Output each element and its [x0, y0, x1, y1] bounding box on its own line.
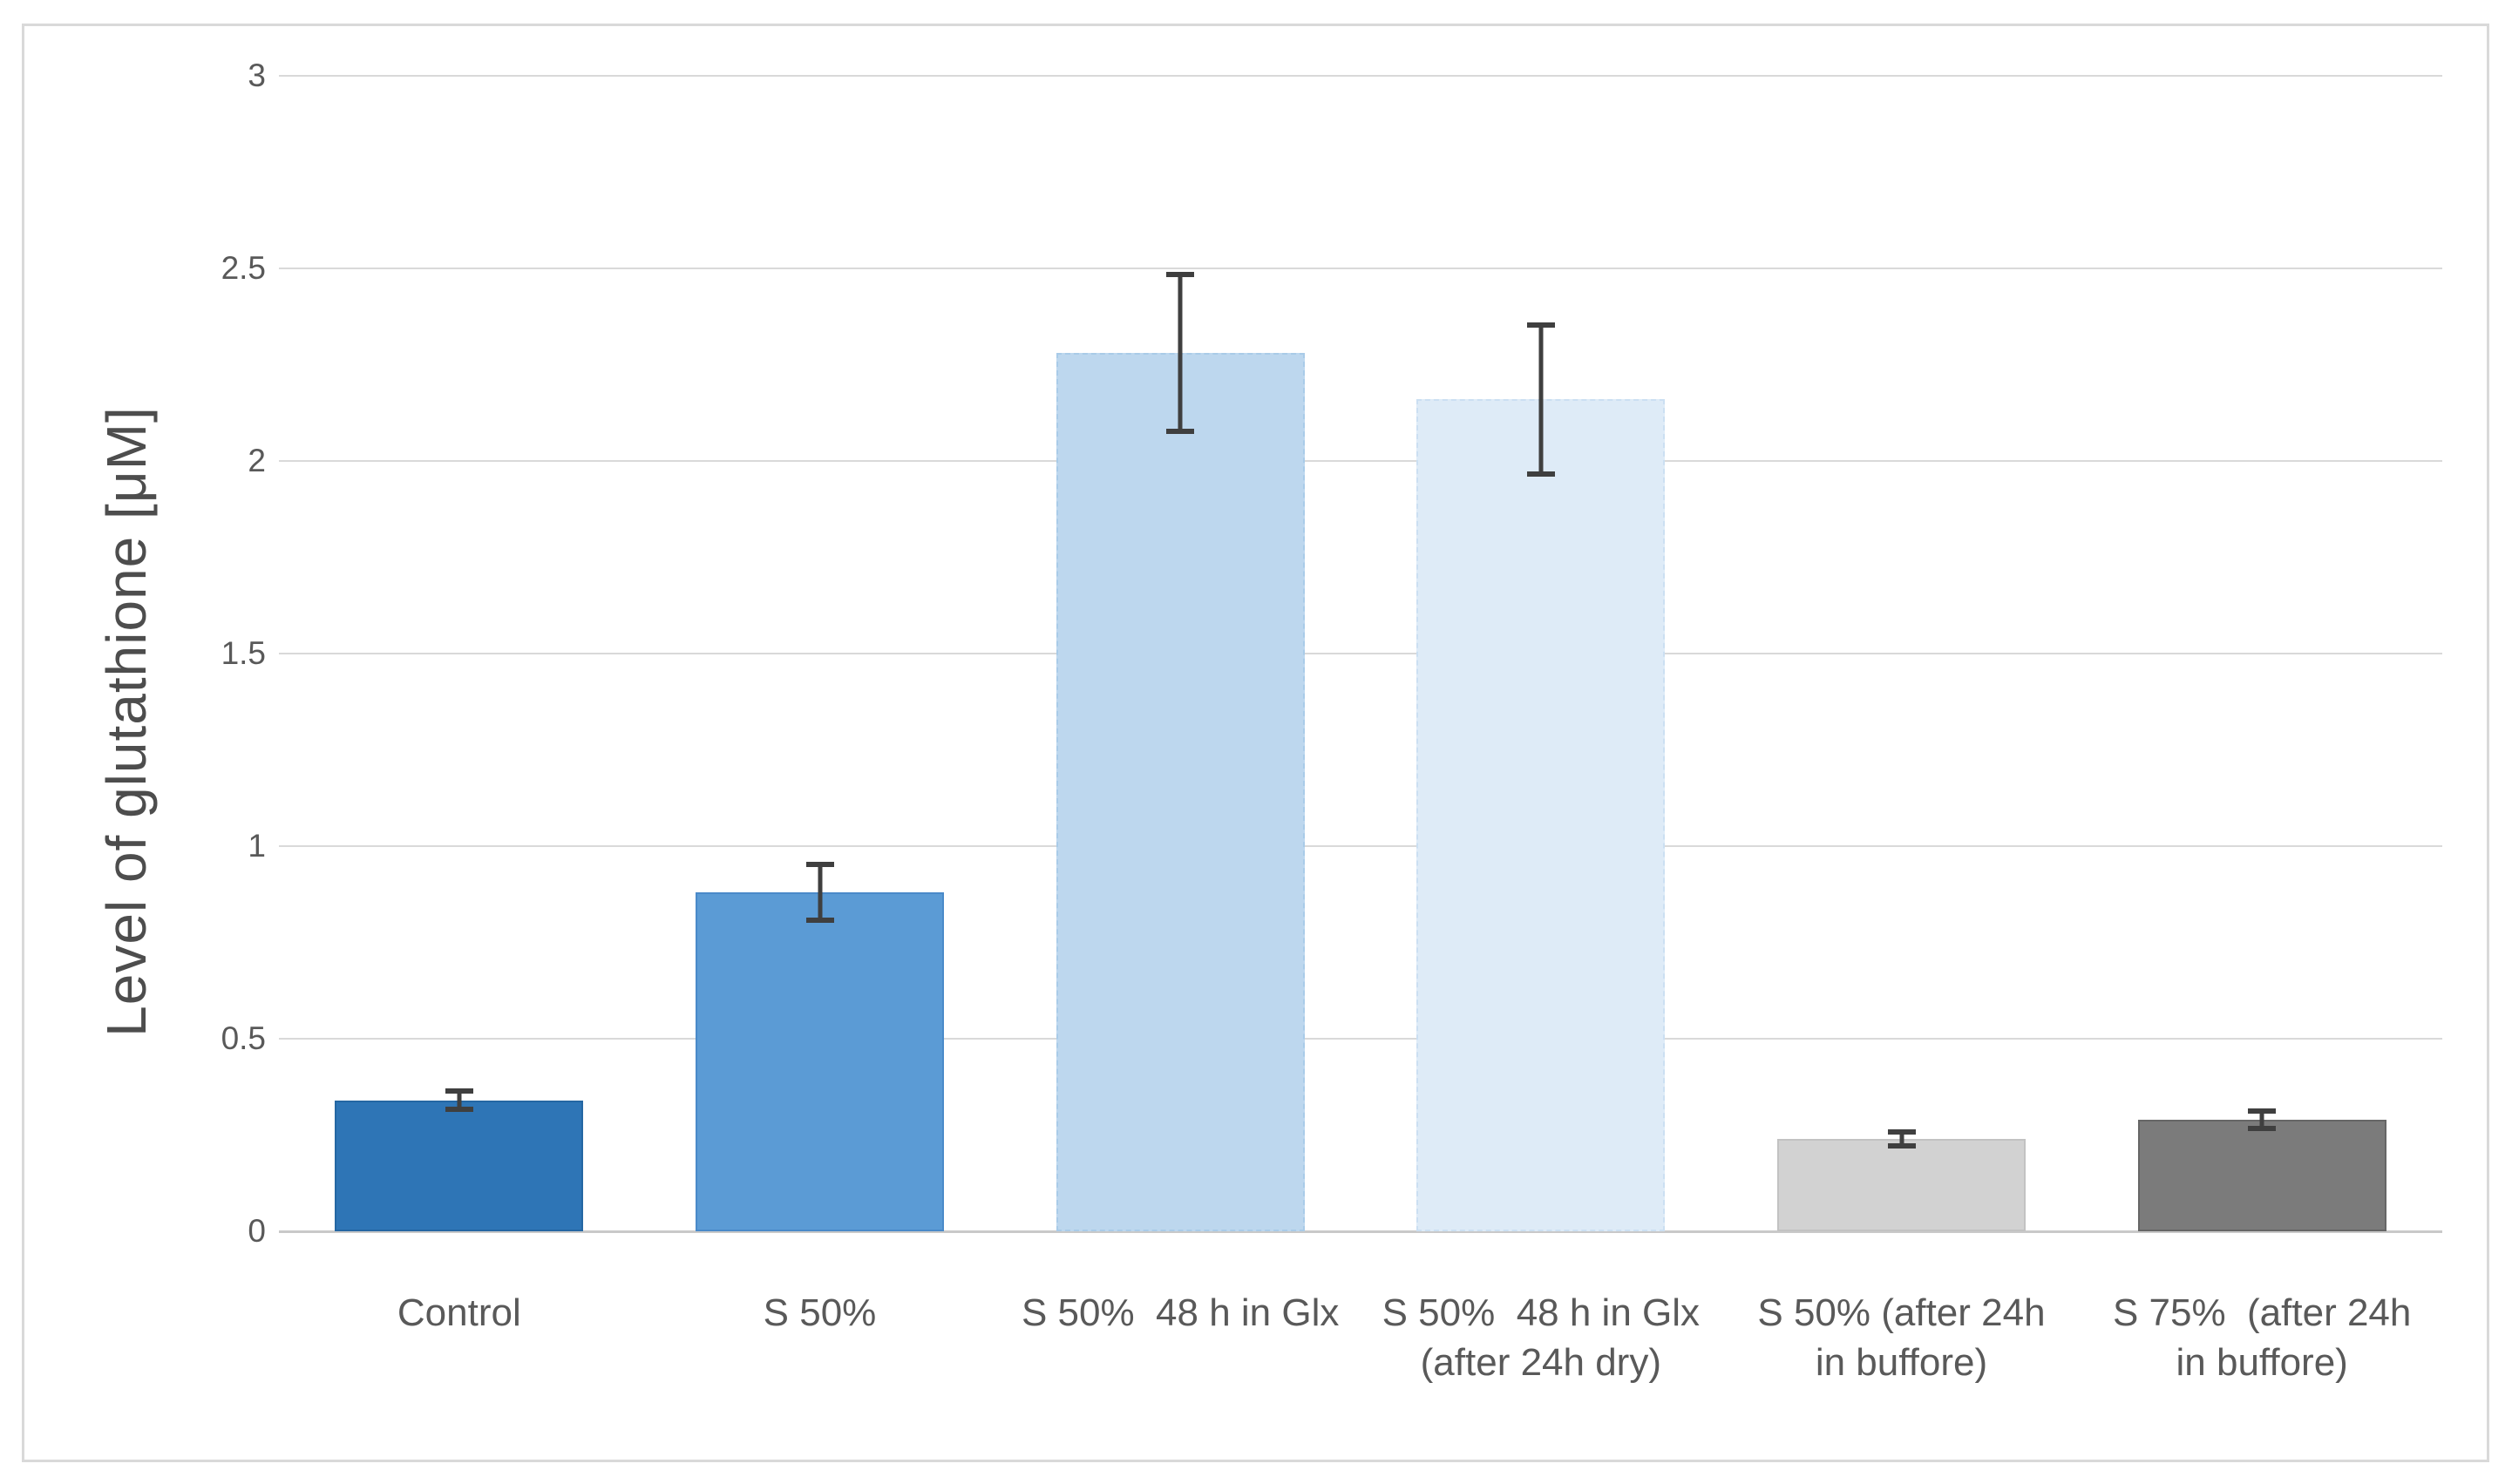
y-tick-label-3: 3: [248, 58, 266, 93]
x-label-line: Control: [397, 1291, 521, 1334]
error-bar-line: [457, 1088, 462, 1112]
x-label-2: S 50%: [618, 1288, 1022, 1338]
x-label-line: S 50% 48 h in Glx: [1382, 1291, 1701, 1334]
bar-6-s-75-after-24h-in-buffore: [2137, 1119, 2386, 1231]
gridline-1.5: [279, 653, 2442, 654]
x-label-line: S 50% (after 24h: [1757, 1291, 2046, 1334]
gridline-3: [279, 75, 2442, 77]
y-tick-label-2: 2: [248, 443, 266, 478]
gridline-2: [279, 460, 2442, 462]
error-bar-line: [1178, 272, 1183, 435]
x-label-3: S 50% 48 h in Glx: [978, 1288, 1382, 1338]
error-bar-cap-top: [2248, 1108, 2277, 1114]
error-bar-4: [1526, 322, 1555, 477]
gridline-1: [279, 845, 2442, 847]
y-tick-label-0: 0: [248, 1213, 266, 1249]
bar-1-control: [335, 1100, 584, 1231]
x-label-line: S 50%: [763, 1291, 877, 1334]
error-bar-6: [2248, 1108, 2277, 1132]
bar-2-s-50: [696, 892, 944, 1231]
error-bar-3: [1166, 272, 1195, 435]
bar-5-s-50-after-24h-in-buffore: [1777, 1138, 2026, 1231]
error-bar-line: [1538, 322, 1544, 477]
error-bar-line: [818, 861, 822, 924]
bar-3-s-50-48-h-in-glx: [1056, 353, 1305, 1231]
error-bar-cap-bottom: [805, 918, 834, 924]
error-bar-cap-bottom: [1166, 429, 1195, 435]
x-label-line: in buffore): [2176, 1341, 2348, 1384]
y-tick-label-1.5: 1.5: [221, 635, 266, 671]
error-bar-cap-top: [445, 1088, 473, 1094]
error-bar-5: [1887, 1128, 1916, 1149]
x-label-6: S 75% (after 24h in buffore): [2060, 1288, 2464, 1387]
error-bar-1: [445, 1088, 473, 1112]
error-bar-cap-bottom: [445, 1106, 473, 1112]
error-bar-cap-top: [1887, 1128, 1916, 1135]
error-bar-cap-top: [805, 861, 834, 867]
error-bar-2: [805, 861, 834, 924]
y-tick-label-0.5: 0.5: [221, 1020, 266, 1056]
error-bar-line: [1899, 1128, 1904, 1149]
x-label-line: S 75% (after 24h: [2112, 1291, 2412, 1334]
error-bar-cap-top: [1166, 272, 1195, 278]
y-tick-label-1: 1: [248, 828, 266, 864]
error-bar-cap-bottom: [1887, 1142, 1916, 1149]
error-bar-line: [2259, 1108, 2264, 1132]
x-label-line: in buffore): [1815, 1341, 1988, 1384]
error-bar-cap-top: [1526, 322, 1555, 328]
x-label-line: S 50% 48 h in Glx: [1021, 1291, 1340, 1334]
y-axis-title: Level of glutathione [μM]: [95, 406, 158, 1037]
x-label-1: Control: [257, 1288, 662, 1338]
y-tick-label-2.5: 2.5: [221, 250, 266, 286]
gridline-0.5: [279, 1038, 2442, 1040]
x-label-5: S 50% (after 24h in buffore): [1700, 1288, 2104, 1387]
gridline-0: [279, 1230, 2442, 1233]
error-bar-cap-bottom: [1526, 471, 1555, 477]
x-label-4: S 50% 48 h in Glx (after 24h dry): [1339, 1288, 1743, 1387]
gridline-2.5: [279, 268, 2442, 269]
error-bar-cap-bottom: [2248, 1126, 2277, 1132]
x-label-line: (after 24h dry): [1420, 1341, 1661, 1384]
bar-4-s-50-48-h-in-glx-after-24h-dry: [1416, 399, 1666, 1231]
